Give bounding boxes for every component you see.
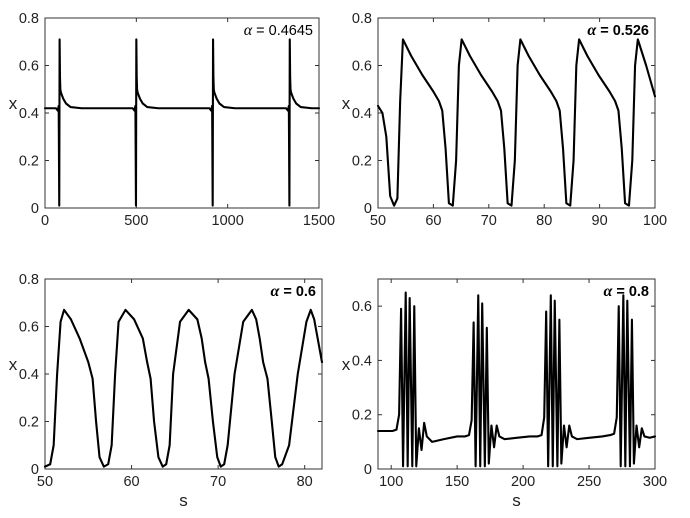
panel-2: 50 60 70 80 90 100 0 0.2 0.4 0.6 0.8 x α = 0.526 [342, 11, 667, 229]
y-axis-label: x [342, 355, 351, 374]
y-tick-label: 0 [31, 462, 39, 478]
x-tick-label: 80 [536, 213, 552, 229]
x-tick-label: 150 [445, 474, 469, 490]
x-tick-label: 0 [41, 213, 49, 229]
y-tick-label: 0.8 [352, 11, 372, 27]
alpha-symbol: α [587, 22, 597, 39]
y-tick-label: 0.6 [352, 299, 372, 315]
y-tick-label: 0.2 [352, 408, 372, 424]
x-tick-label: 60 [425, 213, 441, 229]
y-tick-label: 0.2 [19, 154, 39, 170]
x-axis-label: s [512, 491, 521, 510]
alpha-symbol: α [270, 283, 280, 300]
x-tick-label: 100 [379, 474, 403, 490]
alpha-value: = 0.6 [279, 284, 316, 300]
series-line [376, 38, 657, 207]
x-tick-label: 1000 [212, 213, 244, 229]
plot-frame [44, 17, 320, 209]
y-tick-label: 0.4 [19, 367, 39, 383]
x-tick-label: 1500 [303, 213, 335, 229]
x-tick-label: 300 [643, 474, 667, 490]
y-axis-label: x [9, 94, 18, 113]
x-tick-label: 60 [123, 474, 139, 490]
y-tick-label: 0.6 [352, 59, 372, 75]
x-tick-label: 250 [577, 474, 601, 490]
y-tick-label: 0.4 [352, 353, 372, 369]
alpha-value: = 0.8 [612, 284, 649, 300]
y-axis-label: x [342, 94, 351, 113]
x-axis-label: s [179, 491, 188, 510]
y-tick-label: 0.8 [19, 272, 39, 288]
panel-4: 100 150 200 250 300 0 0.2 0.4 0.6 x s α = 0.8 [342, 278, 667, 510]
plot-frame [44, 278, 323, 470]
x-tick-label: 90 [592, 213, 608, 229]
series-line [43, 308, 324, 468]
y-tick-label: 0 [364, 201, 372, 217]
series-line [376, 291, 657, 468]
y-tick-label: 0 [364, 462, 372, 478]
alpha-symbol: α [603, 283, 613, 300]
alpha-annotation: α = 0.4645 [244, 22, 313, 39]
x-tick-label: 500 [124, 213, 148, 229]
x-tick-label: 50 [37, 474, 53, 490]
y-tick-label: 0.8 [19, 11, 39, 27]
series-line [43, 38, 321, 207]
y-tick-label: 0.2 [352, 154, 372, 170]
x-tick-label: 80 [297, 474, 313, 490]
y-tick-label: 0.6 [19, 320, 39, 336]
y-axis-label: x [9, 355, 18, 374]
plot-frame [377, 278, 656, 470]
alpha-value: = 0.526 [596, 23, 649, 39]
y-tick-label: 0 [31, 201, 39, 217]
y-tick-label: 0.6 [19, 59, 39, 75]
alpha-annotation: α = 0.526 [587, 22, 649, 39]
y-tick-label: 0.4 [19, 106, 39, 122]
alpha-symbol: α [244, 22, 253, 39]
panel-1: 0 500 1000 1500 0 0.2 0.4 0.6 0.8 x α = 0.4645 [9, 11, 335, 229]
y-tick-label: 0.4 [352, 106, 372, 122]
y-tick-label: 0.2 [19, 415, 39, 431]
x-tick-label: 70 [210, 474, 226, 490]
x-tick-label: 200 [511, 474, 535, 490]
alpha-annotation: α = 0.6 [270, 283, 316, 300]
alpha-value: = 0.4645 [252, 23, 313, 39]
panel-3: 50 60 70 80 0 0.2 0.4 0.6 0.8 x s α = 0.6 [9, 272, 324, 510]
x-tick-label: 70 [481, 213, 497, 229]
alpha-annotation: α = 0.8 [603, 283, 649, 300]
x-tick-label: 50 [370, 213, 386, 229]
x-tick-label: 100 [643, 213, 667, 229]
